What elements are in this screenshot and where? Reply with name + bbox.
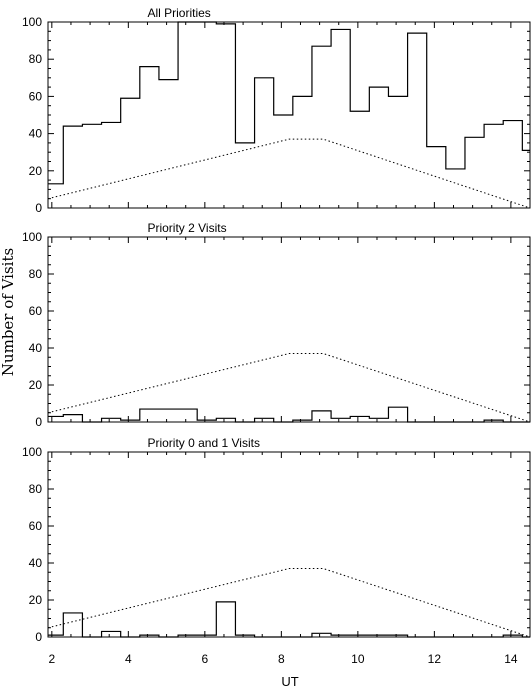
histogram-bin <box>48 416 63 422</box>
histogram-bin <box>350 111 369 208</box>
x-tick-label: 14 <box>504 652 518 666</box>
histogram-bin <box>159 80 178 208</box>
histogram-bin <box>293 96 312 208</box>
y-tick-label: 80 <box>29 52 43 66</box>
y-tick-label: 60 <box>29 304 43 318</box>
histogram-bin <box>216 602 235 637</box>
histogram-bin <box>350 416 369 422</box>
histogram-bin <box>63 613 82 637</box>
histogram-bin <box>274 115 293 208</box>
y-tick-label: 80 <box>29 482 43 496</box>
x-axis-label: UT <box>281 674 298 688</box>
y-tick-label: 40 <box>29 127 43 141</box>
y-tick-label: 0 <box>35 415 42 429</box>
histogram-bin <box>216 24 235 208</box>
y-tick-label: 100 <box>22 15 42 29</box>
histogram-bin <box>312 46 331 208</box>
histogram-bin <box>331 29 350 208</box>
histogram-bin <box>197 22 216 208</box>
y-tick-label: 100 <box>22 230 42 244</box>
y-tick-label: 0 <box>35 630 42 644</box>
y-tick-label: 20 <box>29 164 43 178</box>
x-tick-label: 4 <box>125 652 132 666</box>
x-tick-label: 2 <box>48 652 55 666</box>
histogram-bin <box>388 96 407 208</box>
histogram-bin <box>235 143 254 208</box>
y-tick-label: 100 <box>22 445 42 459</box>
histogram-bin <box>312 411 331 422</box>
y-tick-label: 20 <box>29 378 43 392</box>
panel-1: All Priorities 0 20 40 60 80 100 <box>22 6 531 215</box>
histogram-bin <box>465 137 484 208</box>
histogram-bin <box>484 124 503 208</box>
x-tick-label: 8 <box>278 652 285 666</box>
x-tick-label: 6 <box>201 652 208 666</box>
histogram-bin <box>255 78 274 208</box>
y-tick-label: 60 <box>29 519 43 533</box>
histogram-bin <box>178 22 197 208</box>
histogram-bin <box>140 67 159 208</box>
histogram-bin <box>503 121 522 208</box>
histogram-bin <box>427 147 446 208</box>
y-tick-label: 80 <box>29 267 43 281</box>
histogram-bin <box>178 409 197 422</box>
y-tick-label: 60 <box>29 89 43 103</box>
panel-2: Priority 2 Visits 0 20 40 60 80 100 <box>22 221 531 429</box>
panel-title: Priority 2 Visits <box>147 221 226 235</box>
histogram-bin <box>121 98 140 208</box>
reference-curve <box>47 138 531 209</box>
y-tick-label: 40 <box>29 341 43 355</box>
panel-title: Priority 0 and 1 Visits <box>147 436 260 450</box>
histogram-bin <box>369 87 388 208</box>
histogram-bin <box>159 409 178 422</box>
histogram-bin <box>408 33 427 208</box>
histogram-bin <box>388 407 407 422</box>
histogram-bin <box>63 415 82 422</box>
histogram-bin <box>63 126 82 208</box>
histogram-bin <box>446 169 465 208</box>
histogram-series <box>48 21 530 185</box>
plot-frame <box>47 236 531 423</box>
panel-title: All Priorities <box>147 6 210 20</box>
histogram-series <box>48 601 530 638</box>
histogram-bin <box>102 631 121 637</box>
histogram-bin <box>102 122 121 208</box>
histogram-bin <box>140 409 159 422</box>
y-tick-label: 20 <box>29 593 43 607</box>
x-tick-label: 10 <box>351 652 365 666</box>
y-axis-label: Number of Visits <box>0 248 17 376</box>
histogram-series <box>48 406 530 423</box>
panel-3: Priority 0 and 1 Visits 0 20 40 60 80 100 2 4 6 8 1… <box>22 436 531 666</box>
reference-curve <box>47 353 531 423</box>
histogram-bin <box>522 150 530 208</box>
y-tick-label: 0 <box>35 201 42 215</box>
histogram-bin <box>82 124 101 208</box>
y-tick-label: 40 <box>29 556 43 570</box>
x-tick-label: 12 <box>428 652 442 666</box>
reference-curve <box>47 568 531 638</box>
plot-frame <box>47 451 531 638</box>
